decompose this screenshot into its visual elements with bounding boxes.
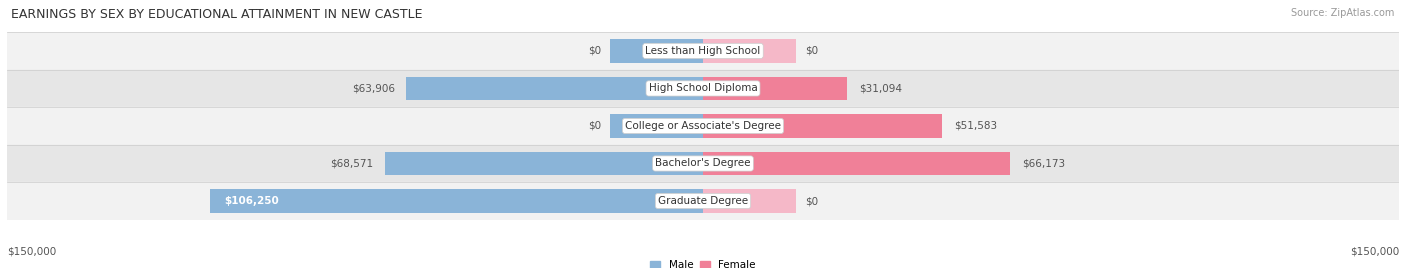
Bar [406,77,703,100]
Bar [703,152,1010,175]
Bar [209,189,703,213]
Text: College or Associate's Degree: College or Associate's Degree [626,121,780,131]
Text: Bachelor's Degree: Bachelor's Degree [655,158,751,169]
Text: $106,250: $106,250 [224,196,278,206]
Bar [7,32,1399,70]
Text: Graduate Degree: Graduate Degree [658,196,748,206]
Text: Less than High School: Less than High School [645,46,761,56]
Legend: Male, Female: Male, Female [645,256,761,268]
Bar [7,70,1399,107]
Text: $0: $0 [588,46,600,56]
Bar [7,145,1399,182]
Text: $63,906: $63,906 [352,83,395,94]
Text: High School Diploma: High School Diploma [648,83,758,94]
Bar [703,189,796,213]
Bar [703,77,848,100]
Bar [7,182,1399,220]
Text: EARNINGS BY SEX BY EDUCATIONAL ATTAINMENT IN NEW CASTLE: EARNINGS BY SEX BY EDUCATIONAL ATTAINMEN… [11,8,423,21]
Bar [7,107,1399,145]
Text: $51,583: $51,583 [953,121,997,131]
Bar [610,39,703,62]
Text: $150,000: $150,000 [1350,247,1399,257]
Bar [703,39,796,62]
Text: Source: ZipAtlas.com: Source: ZipAtlas.com [1291,8,1395,18]
Text: $68,571: $68,571 [330,158,373,169]
Text: $0: $0 [588,121,600,131]
Text: $31,094: $31,094 [859,83,901,94]
Text: $0: $0 [806,46,818,56]
Bar [610,114,703,137]
Text: $150,000: $150,000 [7,247,56,257]
Bar [703,114,942,137]
Text: $0: $0 [806,196,818,206]
Text: $66,173: $66,173 [1022,158,1064,169]
Bar [385,152,703,175]
